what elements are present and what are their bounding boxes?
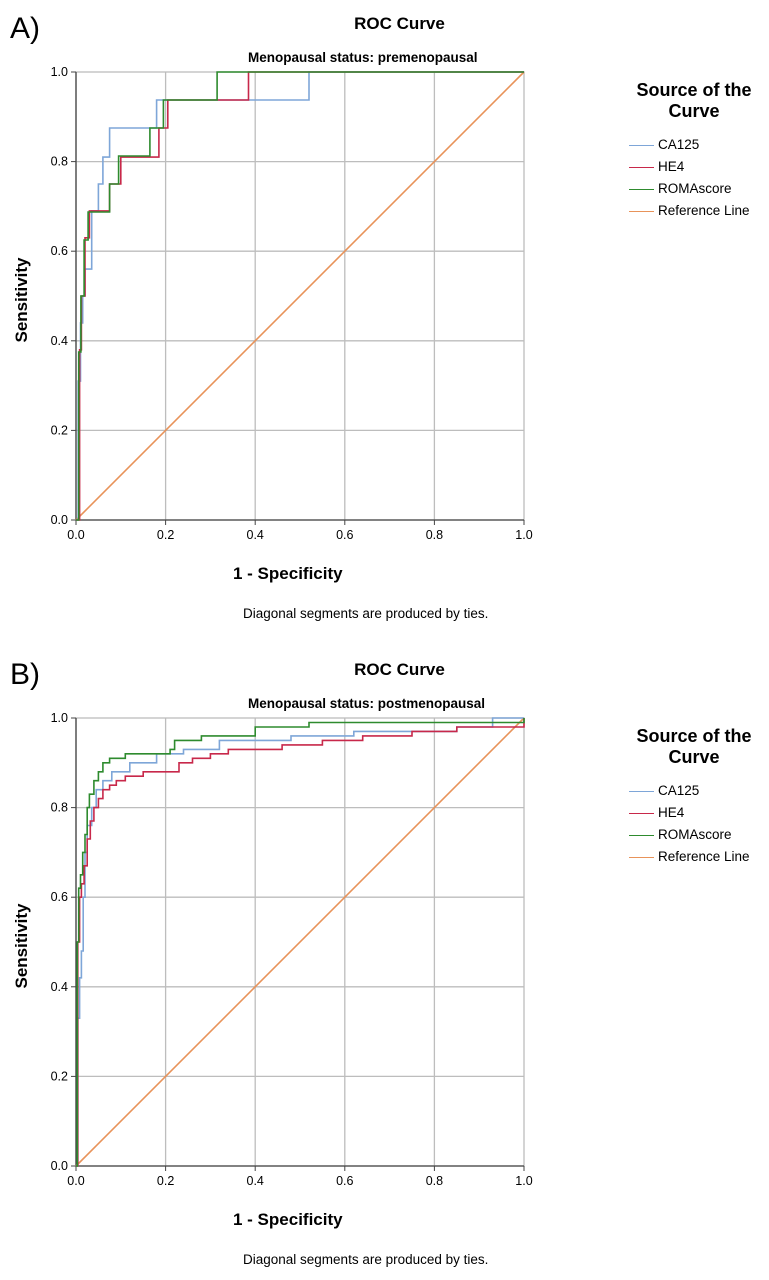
legend-swatch bbox=[629, 167, 654, 168]
x-tick-label: 1.0 bbox=[515, 1174, 532, 1188]
series-line-romascore bbox=[76, 71, 524, 521]
legend-label: Reference Line bbox=[658, 203, 750, 218]
legend-swatch bbox=[629, 189, 654, 190]
x-axis-label: 1 - Specificity bbox=[233, 1210, 343, 1229]
legend-item: ROMAscore bbox=[624, 178, 769, 200]
y-tick-label: 1.0 bbox=[51, 711, 68, 725]
panel-label: A) bbox=[10, 12, 40, 45]
legend-item: HE4 bbox=[624, 156, 769, 178]
legend-item: ROMAscore bbox=[624, 824, 769, 846]
chart-panel-a: A) ROC Curve Menopausal status: premenop… bbox=[0, 0, 769, 634]
x-tick-label: 0.8 bbox=[426, 1174, 443, 1188]
legend-label: ROMAscore bbox=[658, 181, 732, 196]
legend-swatch bbox=[629, 211, 654, 212]
legend-item: Reference Line bbox=[624, 200, 769, 222]
plot-area: 0.0 0.2 0.4 0.6 0.8 1.0 0.0 0.2 0.4 0.6 0.8 1.0 bbox=[51, 711, 533, 1188]
chart-subtitle: Menopausal status: postmenopausal bbox=[248, 696, 486, 711]
footnote: Diagonal segments are produced by ties. bbox=[243, 1252, 489, 1267]
legend-swatch bbox=[629, 145, 654, 146]
x-tick-label: 0.4 bbox=[247, 1174, 264, 1188]
legend-title: Source of the Curve bbox=[636, 726, 752, 767]
plot-area: 0.0 0.2 0.4 0.6 0.8 1.0 0.0 0.2 0.4 0.6 0.8 1.0 bbox=[51, 65, 533, 542]
legend: Source of the Curve CA125 HE4 ROMAscore … bbox=[624, 80, 769, 222]
x-tick-label: 0.4 bbox=[247, 528, 264, 542]
y-tick-label: 0.0 bbox=[51, 1159, 68, 1173]
panel-label: B) bbox=[10, 658, 40, 691]
chart-title: ROC Curve bbox=[354, 660, 445, 679]
y-tick-label: 0.4 bbox=[51, 334, 68, 348]
x-tick-label: 0.6 bbox=[336, 1174, 353, 1188]
legend-item: CA125 bbox=[624, 780, 769, 802]
x-tick-label: 0.0 bbox=[67, 528, 84, 542]
chart-title: ROC Curve bbox=[354, 14, 445, 33]
series-line-reference-line bbox=[75, 71, 525, 521]
legend-item: HE4 bbox=[624, 802, 769, 824]
y-axis-label: Sensitivity bbox=[12, 903, 31, 989]
legend-label: ROMAscore bbox=[658, 827, 732, 842]
x-tick-label: 1.0 bbox=[515, 528, 532, 542]
y-tick-label: 1.0 bbox=[51, 65, 68, 79]
y-tick-label: 0.0 bbox=[51, 513, 68, 527]
x-axis-label: 1 - Specificity bbox=[233, 564, 343, 583]
x-tick-label: 0.6 bbox=[336, 528, 353, 542]
x-tick-label: 0.8 bbox=[426, 528, 443, 542]
legend-title: Source of the Curve bbox=[636, 80, 752, 121]
y-tick-label: 0.8 bbox=[51, 155, 68, 169]
legend-label: CA125 bbox=[658, 137, 700, 152]
y-tick-label: 0.6 bbox=[51, 244, 68, 258]
legend-swatch bbox=[629, 813, 654, 814]
series-line-romascore bbox=[76, 718, 525, 1167]
footnote: Diagonal segments are produced by ties. bbox=[243, 606, 489, 621]
legend-label: Reference Line bbox=[658, 849, 750, 864]
legend-swatch bbox=[629, 835, 654, 836]
y-axis-label: Sensitivity bbox=[12, 257, 31, 343]
x-tick-label: 0.2 bbox=[157, 1174, 174, 1188]
legend-label: HE4 bbox=[658, 159, 685, 174]
legend-label: HE4 bbox=[658, 805, 685, 820]
chart-subtitle: Menopausal status: premenopausal bbox=[248, 50, 478, 65]
series-line-reference-line bbox=[75, 717, 525, 1167]
y-tick-label: 0.6 bbox=[51, 890, 68, 904]
y-tick-label: 0.2 bbox=[51, 1069, 68, 1083]
legend-swatch bbox=[629, 791, 654, 792]
y-tick-label: 0.2 bbox=[51, 423, 68, 437]
y-tick-label: 0.4 bbox=[51, 980, 68, 994]
x-tick-label: 0.2 bbox=[157, 528, 174, 542]
x-tick-label: 0.0 bbox=[67, 1174, 84, 1188]
legend-item: Reference Line bbox=[624, 846, 769, 868]
series-line-ca125 bbox=[76, 717, 524, 1167]
chart-panel-b: B) ROC Curve Menopausal status: postmeno… bbox=[0, 646, 769, 1280]
legend-label: CA125 bbox=[658, 783, 700, 798]
legend-swatch bbox=[629, 857, 654, 858]
legend-item: CA125 bbox=[624, 134, 769, 156]
y-tick-label: 0.8 bbox=[51, 801, 68, 815]
legend: Source of the Curve CA125 HE4 ROMAscore … bbox=[624, 726, 769, 868]
series-line-he4 bbox=[76, 718, 525, 1167]
